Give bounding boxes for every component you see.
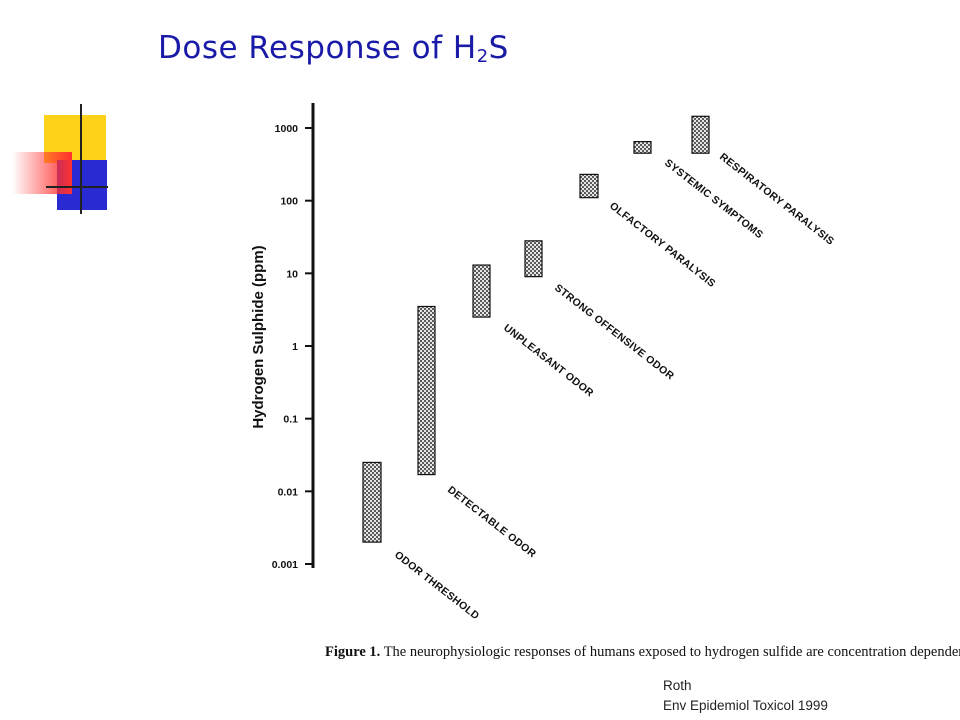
range-label: OLFACTORY PARALYSIS (607, 200, 718, 290)
range-label: STRONG OFFENSIVE ODOR (552, 282, 676, 383)
title-main: Dose Response of H (158, 30, 477, 66)
y-axis-label: Hydrogen Sulphide (ppm) (250, 245, 267, 428)
title-subscript: 2 (476, 46, 489, 67)
range-bar (633, 140, 652, 154)
range-label: RESPIRATORY PARALYSIS (717, 151, 836, 248)
slide-title: Dose Response of H2S (158, 30, 509, 67)
citation: Roth Env Epidemiol Toxicol 1999 (663, 676, 828, 716)
range-bar (691, 115, 710, 154)
caption-label: Figure 1. (325, 644, 381, 660)
citation-author: Roth (663, 678, 692, 693)
y-tick-label: 0.1 (283, 414, 298, 426)
range-bar (579, 173, 599, 199)
range-bar (417, 305, 436, 476)
corner-decoration (12, 104, 108, 214)
range-label: UNPLEASANT ODOR (501, 322, 596, 400)
y-tick-label: 0.01 (278, 486, 299, 498)
y-tick-label: 1000 (275, 123, 299, 135)
caption-text: The neurophysiologic responses of humans… (383, 644, 960, 660)
citation-source: Env Epidemiol Toxicol 1999 (663, 698, 828, 713)
figure-caption: Figure 1. The neurophysiologic responses… (325, 644, 960, 661)
y-tick-label: 0.001 (272, 559, 298, 571)
range-bar (362, 461, 382, 543)
y-tick-label: 10 (286, 268, 298, 280)
range-label: DETECTABLE ODOR (445, 484, 538, 560)
range-bar (524, 240, 543, 278)
y-tick-label: 1 (292, 341, 298, 353)
title-end: S (488, 30, 509, 66)
y-tick-label: 100 (280, 196, 298, 208)
range-bar (472, 264, 491, 318)
range-label: ODOR THRESHOLD (392, 549, 481, 623)
